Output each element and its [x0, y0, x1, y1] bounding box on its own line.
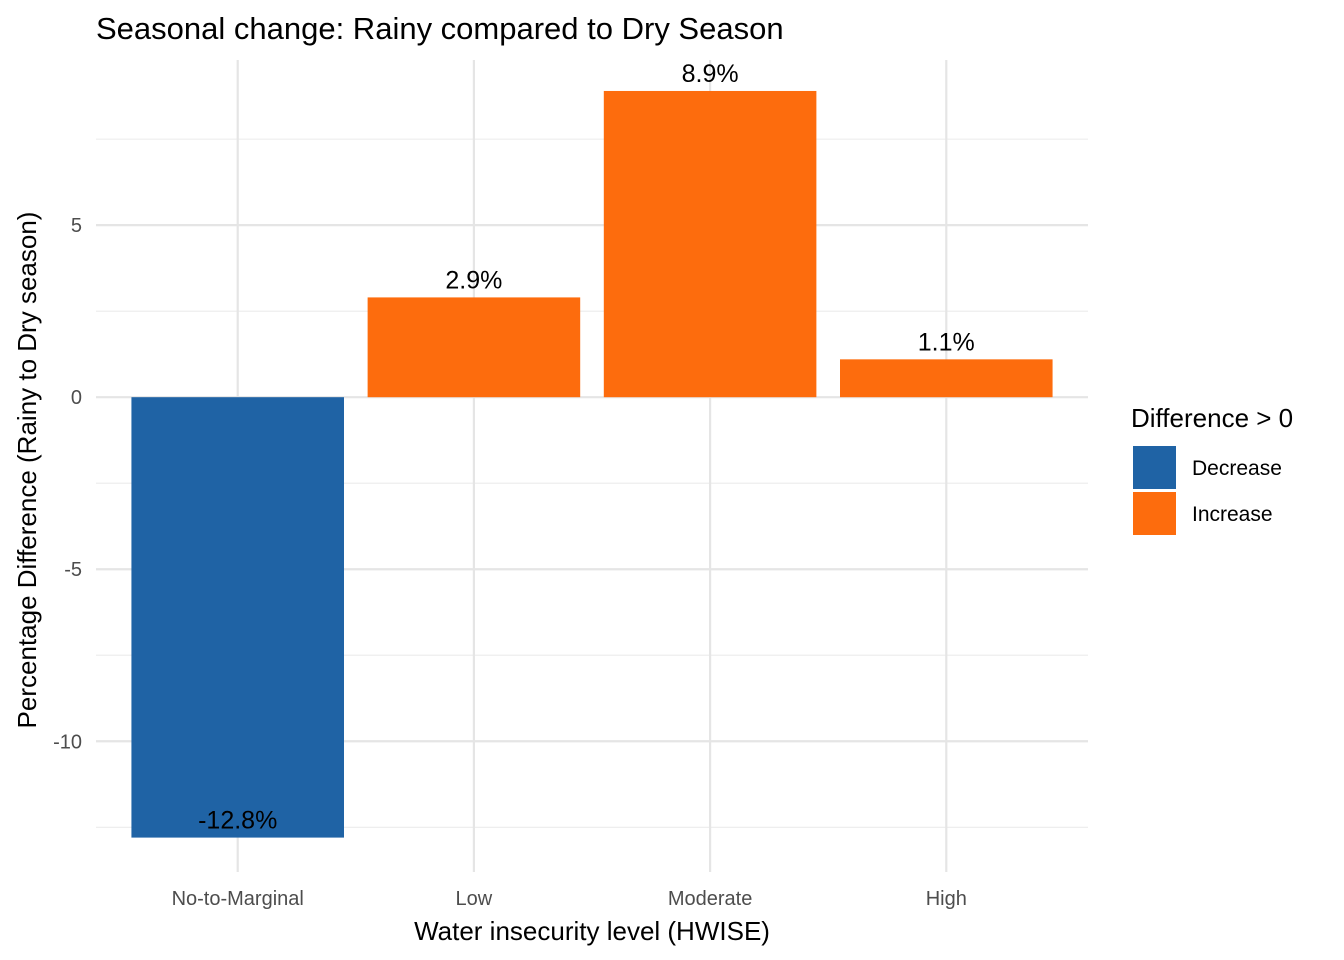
- y-tick-label: -5: [64, 559, 82, 581]
- x-tick-label: High: [926, 888, 967, 910]
- legend-items: Decrease Increase: [1133, 446, 1282, 535]
- legend-label-decrease: Decrease: [1192, 457, 1282, 480]
- data-labels: -12.8% 2.9% 8.9% 1.1%: [198, 60, 975, 835]
- y-tick-label: -10: [53, 731, 82, 753]
- bar-value-label: 1.1%: [918, 328, 975, 356]
- legend-swatch-increase: [1133, 492, 1176, 535]
- y-tick-label: 5: [71, 215, 82, 237]
- x-tick-label: Moderate: [668, 888, 753, 910]
- y-axis-title: Percentage Difference (Rainy to Dry seas…: [12, 212, 42, 729]
- legend-swatch-decrease: [1133, 446, 1176, 489]
- bar-moderate: [603, 90, 817, 398]
- x-tick-label: No-to-Marginal: [172, 888, 304, 910]
- x-axis-title: Water insecurity level (HWISE): [414, 916, 770, 946]
- bar-value-label: 8.9%: [682, 60, 739, 88]
- y-axis-ticks: -10 -5 0 5: [53, 215, 82, 753]
- x-tick-label: Low: [456, 888, 493, 910]
- bars: [131, 90, 1053, 838]
- bar-value-label: 2.9%: [445, 266, 502, 294]
- y-tick-label: 0: [71, 387, 82, 409]
- bar-low: [367, 297, 581, 398]
- legend-label-increase: Increase: [1192, 503, 1273, 526]
- x-axis-ticks: No-to-Marginal Low Moderate High: [172, 888, 967, 910]
- bar-no-to-marginal: [131, 397, 344, 838]
- chart-title: Seasonal change: Rainy compared to Dry S…: [96, 11, 784, 46]
- legend: Difference > 0 Decrease Increase: [1131, 403, 1293, 535]
- bar-high: [840, 359, 1053, 398]
- legend-title: Difference > 0: [1131, 403, 1293, 433]
- bar-value-label: -12.8%: [198, 807, 277, 835]
